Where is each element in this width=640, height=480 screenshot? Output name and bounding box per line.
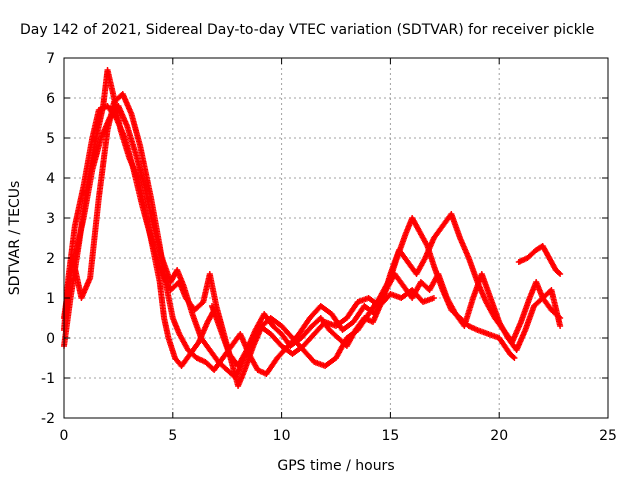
y-tick-label: 5 <box>46 131 55 147</box>
x-tick-label: 10 <box>273 428 291 444</box>
data-point <box>556 270 563 276</box>
data-points <box>61 67 564 389</box>
series-track-6 <box>71 103 437 381</box>
x-tick-label: 25 <box>599 428 617 444</box>
series-track-5 <box>515 243 564 277</box>
data-point <box>511 355 518 361</box>
data-point <box>510 354 517 360</box>
data-point <box>555 313 562 320</box>
y-tick-label: 4 <box>46 171 55 187</box>
y-axis-label: SDTVAR / TECUs <box>7 181 23 296</box>
data-point <box>557 271 564 277</box>
data-point <box>557 323 564 329</box>
x-axis-ticks: 0 5 10 15 20 25 <box>60 58 617 444</box>
x-tick-label: 5 <box>168 428 177 444</box>
y-tick-label: 0 <box>46 331 55 347</box>
y-tick-label: 6 <box>46 91 55 107</box>
y-tick-label: -2 <box>41 411 55 427</box>
x-tick-label: 20 <box>490 428 508 444</box>
y-tick-label: 7 <box>46 51 55 67</box>
y-tick-label: -1 <box>41 371 55 387</box>
grid-lines <box>64 58 608 418</box>
y-tick-label: 3 <box>46 211 55 227</box>
x-axis-label: GPS time / hours <box>277 458 394 474</box>
x-tick-label: 15 <box>381 428 399 444</box>
x-tick-label: 0 <box>60 428 69 444</box>
y-tick-label: 2 <box>46 251 55 267</box>
y-axis-ticks: -2 -1 0 1 2 3 4 5 6 7 <box>41 51 608 427</box>
plot-frame <box>63 57 609 419</box>
data-point <box>430 295 437 301</box>
chart-title: Day 142 of 2021, Sidereal Day-to-day VTE… <box>20 22 594 38</box>
data-point <box>557 315 564 321</box>
y-tick-label: 1 <box>46 291 55 307</box>
